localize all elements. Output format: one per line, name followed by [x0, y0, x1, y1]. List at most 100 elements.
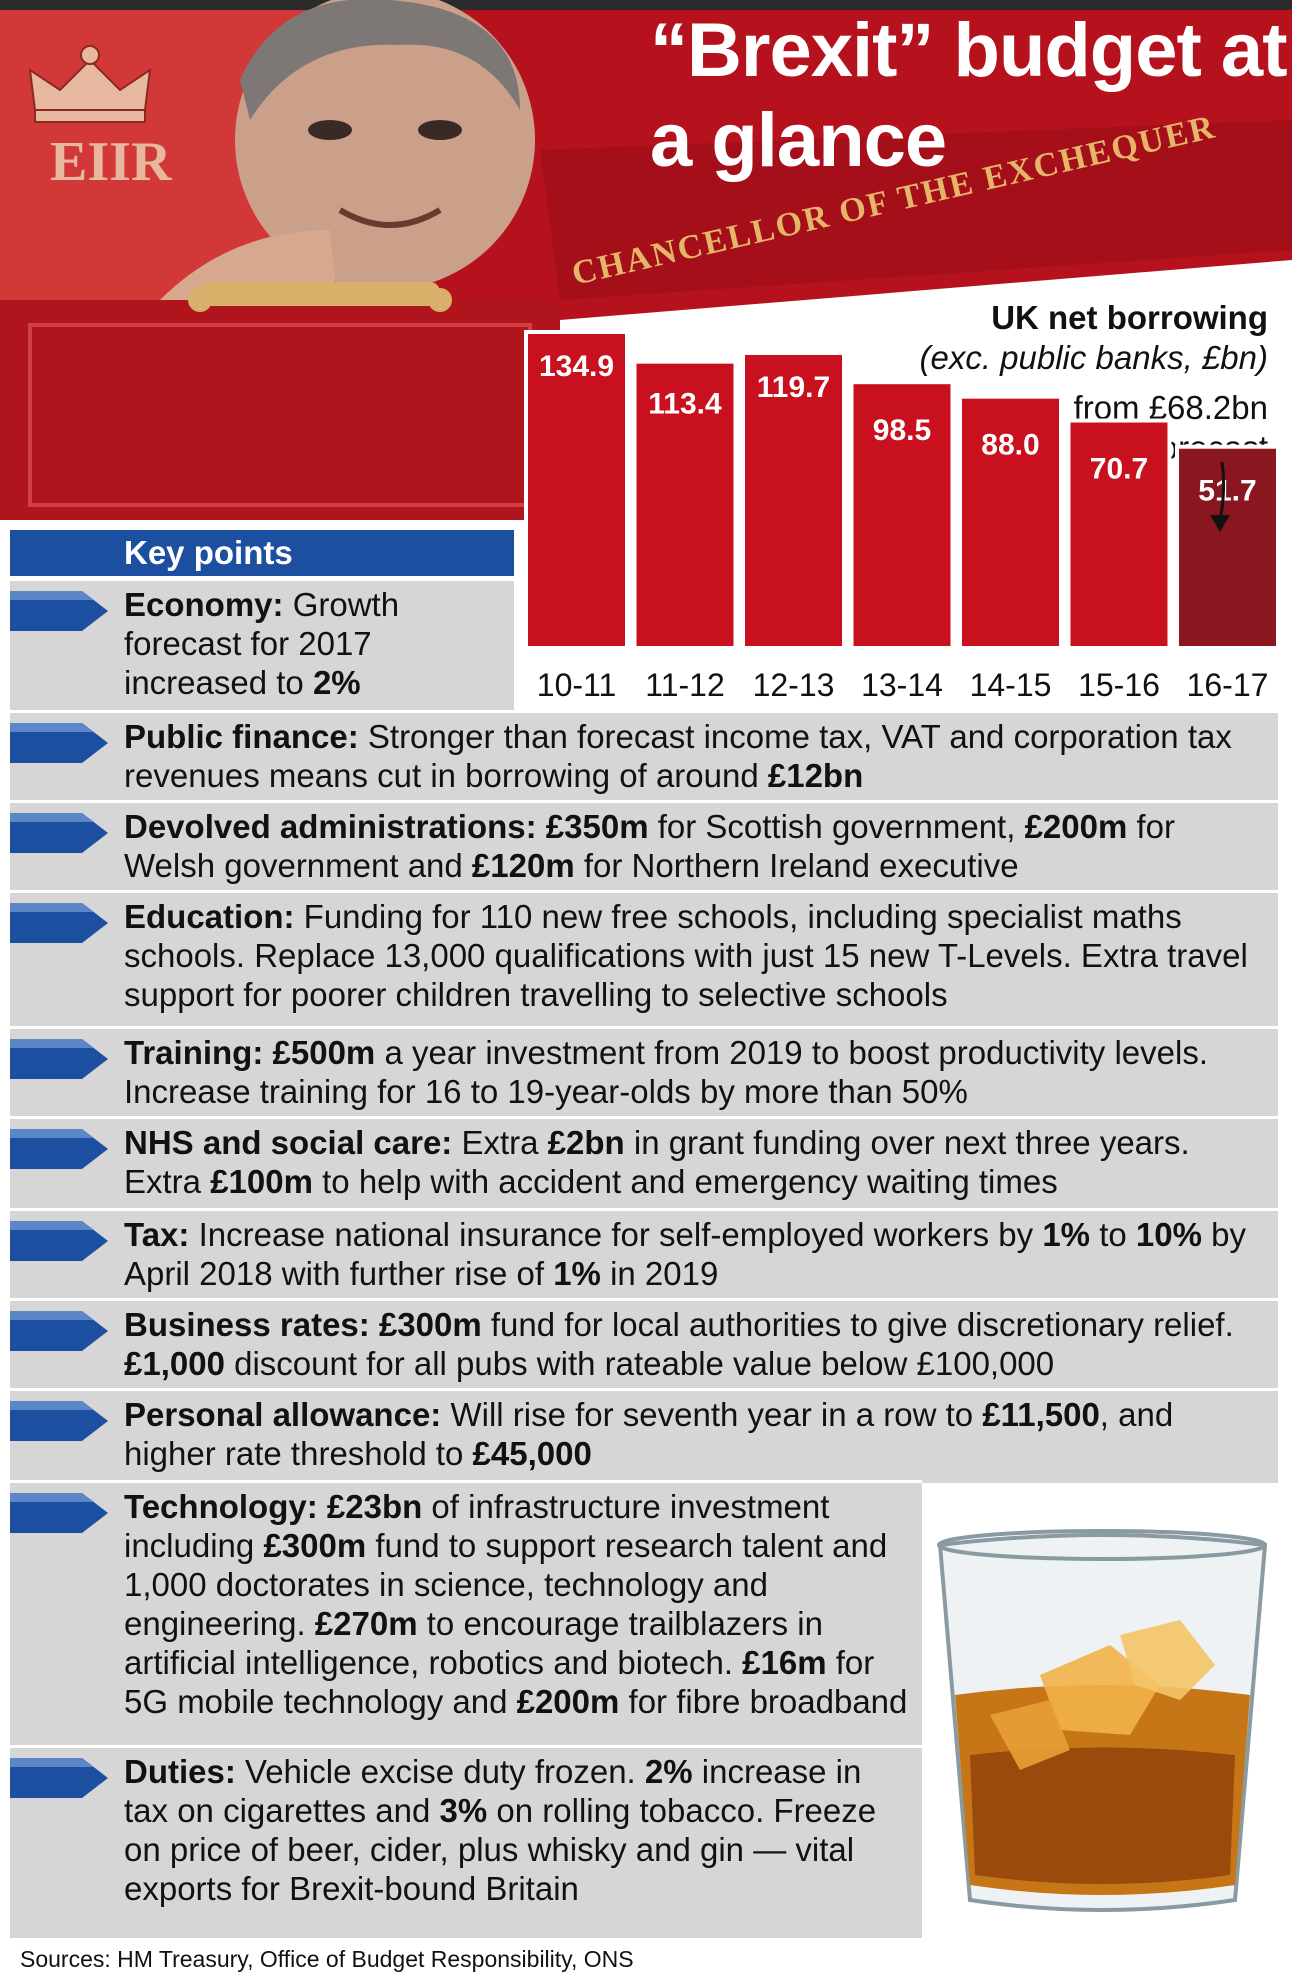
bullet-arrow-icon: [10, 591, 108, 631]
key-point-row: Education: Funding for 110 new free scho…: [10, 890, 1278, 1029]
sources-note: Sources: HM Treasury, Office of Budget R…: [20, 1946, 634, 1972]
key-point-segment: for Scottish government,: [648, 808, 1025, 845]
bullet-arrow-icon: [10, 813, 108, 853]
chart-title: UK net borrowing: [991, 299, 1268, 336]
key-point-segment: by April 2018 with further rise of: [124, 1216, 1246, 1292]
key-point-emphasis: Personal allowance:: [124, 1396, 442, 1433]
key-point-text: Economy: Growth forecast for 2017 increa…: [124, 585, 494, 702]
key-point-row: Economy: Growth forecast for 2017 increa…: [10, 578, 514, 713]
key-point-segment: [263, 1034, 272, 1071]
key-point-segment: in 2019: [600, 1255, 719, 1292]
category-label: 16-17: [1187, 667, 1269, 703]
key-point-emphasis: Public finance:: [124, 718, 359, 755]
category-label: 15-16: [1078, 667, 1160, 703]
key-point-segment: for 5G mobile technology and: [124, 1644, 875, 1720]
key-point-emphasis: Technology:: [124, 1488, 318, 1525]
key-point-emphasis: £11,500: [982, 1396, 1100, 1433]
hero-illustration: EIIR CHANCELLOR OF THE EXCHEQUER: [0, 0, 1292, 520]
chart-annotation: Down from £68.2bn forecast: [980, 389, 1268, 466]
key-point-segment: increase in tax on cigarettes and: [124, 1753, 862, 1829]
bullet-arrow-icon: [10, 723, 108, 763]
key-point-segment: Extra: [452, 1124, 548, 1161]
key-point-emphasis: £2bn: [547, 1124, 625, 1161]
key-point-emphasis: Tax:: [124, 1216, 190, 1253]
key-point-emphasis: £500m: [272, 1034, 376, 1071]
key-point-emphasis: 10%: [1135, 1216, 1202, 1253]
bullet-arrow-icon: [10, 1401, 108, 1441]
category-label: 14-15: [970, 667, 1052, 703]
key-points-heading: Key points: [10, 530, 514, 576]
key-point-segment: to encourage trailblazers in artificial …: [124, 1605, 823, 1681]
key-point-emphasis: £270m: [314, 1605, 418, 1642]
key-point-text: Business rates: £300m fund for local aut…: [124, 1305, 1268, 1383]
category-label: 11-12: [645, 667, 724, 703]
key-point-segment: [370, 1306, 379, 1343]
bullet-arrow-icon: [10, 1129, 108, 1169]
key-point-emphasis: £300m: [378, 1306, 482, 1343]
key-point-text: Public finance: Stronger than forecast i…: [124, 717, 1268, 795]
royal-cypher: EIIR: [50, 131, 172, 193]
key-point-emphasis: Business rates:: [124, 1306, 370, 1343]
key-point-segment: Funding for 110 new free schools, includ…: [124, 898, 1248, 1013]
key-point-segment: Will rise for seventh year in a row to: [441, 1396, 983, 1433]
key-point-text: Devolved administrations: £350m for Scot…: [124, 807, 1268, 885]
whisky-glass-image: [937, 1529, 1268, 1912]
key-point-emphasis: Devolved administrations:: [124, 808, 537, 845]
chart-heading: UK net borrowing (exc. public banks, £bn…: [919, 298, 1268, 378]
key-point-row: Training: £500m a year investment from 2…: [10, 1026, 1278, 1121]
key-point-segment: [318, 1488, 327, 1525]
key-point-segment: to help with accident and emergency wait…: [312, 1163, 1058, 1200]
key-point-segment: Increase national insurance for self-emp…: [189, 1216, 1043, 1253]
key-point-emphasis: 1%: [1042, 1216, 1091, 1253]
key-point-segment: Vehicle excise duty frozen.: [235, 1753, 645, 1790]
key-point-segment: on rolling tobacco. Freeze on price of b…: [124, 1792, 877, 1907]
key-point-segment: to: [1090, 1216, 1136, 1253]
key-point-text: NHS and social care: Extra £2bn in grant…: [124, 1123, 1268, 1201]
key-point-text: Personal allowance: Will rise for sevent…: [124, 1395, 1268, 1473]
key-point-text: Technology: £23bn of infrastructure inve…: [124, 1487, 912, 1721]
key-point-text: Duties: Vehicle excise duty frozen. 2% i…: [124, 1752, 912, 1908]
bullet-arrow-icon: [10, 1311, 108, 1351]
category-axis-band: [514, 650, 1278, 710]
key-point-row: Duties: Vehicle excise duty frozen. 2% i…: [10, 1745, 922, 1938]
key-point-emphasis: £120m: [471, 847, 575, 884]
key-point-emphasis: £200m: [516, 1683, 620, 1720]
crown-icon: [28, 45, 152, 123]
key-point-segment: [537, 808, 546, 845]
key-point-segment: a year investment from 2019 to boost pro…: [124, 1034, 1209, 1110]
key-point-row: Tax: Increase national insurance for sel…: [10, 1208, 1278, 1301]
key-point-emphasis: £16m: [742, 1644, 827, 1681]
bullet-arrow-icon: [10, 1493, 108, 1533]
key-point-row: Public finance: Stronger than forecast i…: [10, 710, 1278, 803]
key-point-emphasis: Training:: [124, 1034, 264, 1071]
chart-subtitle: (exc. public banks, £bn): [919, 339, 1268, 376]
key-point-segment: Growth forecast for 2017 increased to: [124, 586, 400, 701]
key-point-row: NHS and social care: Extra £2bn in grant…: [10, 1116, 1278, 1211]
key-point-emphasis: Duties:: [124, 1753, 236, 1790]
key-point-segment: of infrastructure investment including: [124, 1488, 830, 1564]
key-point-emphasis: 2%: [312, 664, 361, 701]
bullet-arrow-icon: [10, 1221, 108, 1261]
bullet-arrow-icon: [10, 903, 108, 943]
key-point-segment: for Welsh government and: [124, 808, 1176, 884]
key-point-emphasis: 1%: [553, 1255, 601, 1292]
key-point-emphasis: £12bn: [767, 757, 864, 794]
key-point-emphasis: NHS and social care:: [124, 1124, 453, 1161]
key-point-emphasis: 2%: [644, 1753, 693, 1790]
key-point-emphasis: £350m: [545, 808, 649, 845]
key-point-emphasis: Education:: [124, 898, 295, 935]
key-point-emphasis: 3%: [439, 1792, 488, 1829]
key-point-emphasis: £45,000: [472, 1435, 592, 1472]
key-point-text: Tax: Increase national insurance for sel…: [124, 1215, 1268, 1293]
axis-baseline: [514, 650, 1278, 666]
red-budget-box: [0, 282, 560, 520]
key-point-emphasis: £300m: [263, 1527, 367, 1564]
key-point-row: Business rates: £300m fund for local aut…: [10, 1298, 1278, 1391]
key-point-emphasis: £200m: [1024, 808, 1128, 845]
key-point-segment: in grant funding over next three years. …: [124, 1124, 1190, 1200]
key-point-segment: discount for all pubs with rateable valu…: [224, 1345, 1055, 1382]
bullet-arrow-icon: [10, 1039, 108, 1079]
key-point-segment: for Northern Ireland executive: [574, 847, 1019, 884]
key-point-row: Devolved administrations: £350m for Scot…: [10, 800, 1278, 893]
